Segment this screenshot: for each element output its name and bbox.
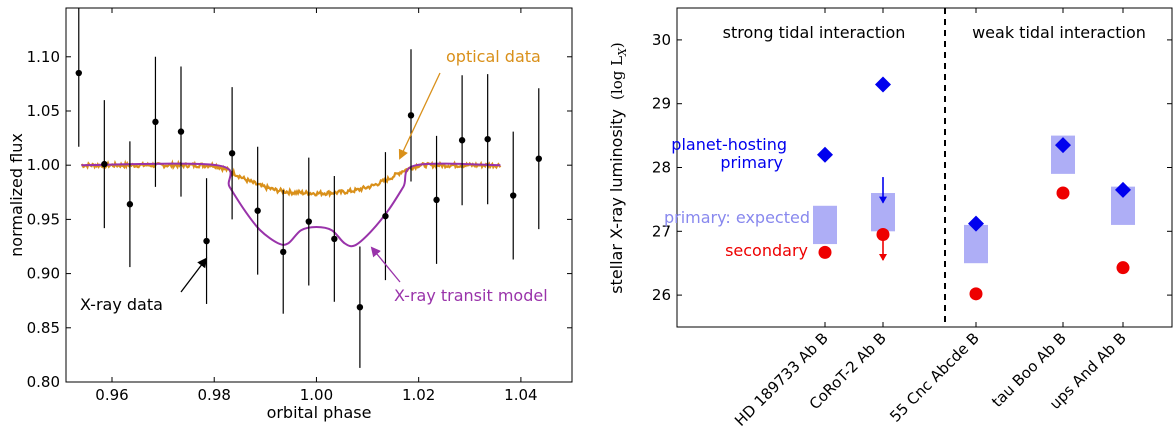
expected-range-box <box>813 206 837 244</box>
optical-data-arrow <box>400 73 440 158</box>
xray-data-point <box>510 192 516 198</box>
xray-data-point <box>382 213 388 219</box>
upper-limit-arrow-head <box>879 254 887 261</box>
xray-data-annotation: X-ray data <box>80 295 163 314</box>
right-y-tick-label: 26 <box>652 286 671 304</box>
legend-primary-line1: planet-hosting <box>671 135 787 154</box>
left-x-tick-label: 1.04 <box>504 386 537 404</box>
secondary-luminosity-point <box>877 228 890 241</box>
right-data-layer <box>813 77 1135 301</box>
right-y-axis-title-text: stellar X-ray luminosity <box>607 109 626 294</box>
left-x-tick-label: 0.96 <box>95 386 128 404</box>
xray-data-point <box>76 70 82 76</box>
weak-tidal-label: weak tidal interaction <box>972 23 1146 42</box>
legend-secondary: secondary <box>725 241 808 260</box>
legend-expected: primary: expected <box>664 208 810 227</box>
xray-data-point <box>254 208 260 214</box>
xray-data-point <box>127 201 133 207</box>
right-y-tick-label: 28 <box>652 159 671 177</box>
left-y-tick-label: 1.05 <box>27 102 60 120</box>
right-y-tick-label: 30 <box>652 31 671 49</box>
secondary-luminosity-point <box>819 246 832 259</box>
xray-data-point <box>408 112 414 118</box>
xray-data-point <box>152 119 158 125</box>
left-y-tick-label: 0.80 <box>27 373 60 391</box>
xray-data-point <box>536 155 542 161</box>
left-axis-ticks: 0.96 0.98 1.00 1.02 1.04 0.80 0.85 0.90 0.95 1.00… <box>27 8 572 404</box>
xray-data-point <box>484 136 490 142</box>
xray-data-point <box>459 137 465 143</box>
xray-data-point <box>357 304 363 310</box>
xray-data-point <box>229 150 235 156</box>
right-y-axis-math-close: ) <box>608 42 626 48</box>
left-y-tick-label: 0.85 <box>27 319 60 337</box>
right-y-tick-label: 29 <box>652 95 671 113</box>
right-panel: strong tidal interaction weak tidal inte… <box>607 8 1172 426</box>
right-y-axis-math: (log L <box>608 56 626 100</box>
optical-data-annotation: optical data <box>446 47 541 66</box>
primary-luminosity-diamond <box>817 147 833 163</box>
left-x-tick-label: 1.00 <box>300 386 333 404</box>
strong-tidal-label: strong tidal interaction <box>723 23 906 42</box>
primary-luminosity-diamond <box>875 77 891 93</box>
category-label: 55 Cnc Abcde B <box>886 329 983 426</box>
left-y-tick-label: 0.95 <box>27 210 60 228</box>
xray-data-point <box>101 161 107 167</box>
left-panel: 0.96 0.98 1.00 1.02 1.04 0.80 0.85 0.90 0.95 1.00… <box>7 8 572 422</box>
legend-primary-line2: primary <box>720 153 783 172</box>
secondary-luminosity-point <box>1117 261 1130 274</box>
xray-data-arrow <box>181 259 206 292</box>
xray-model-annotation: X-ray transit model <box>394 286 548 305</box>
optical-data-line <box>81 163 500 195</box>
secondary-luminosity-point <box>970 287 983 300</box>
xray-data-point <box>178 128 184 134</box>
xray-data-point <box>306 218 312 224</box>
xray-data-point <box>331 236 337 242</box>
left-y-tick-label: 0.90 <box>27 265 60 283</box>
left-y-tick-label: 1.00 <box>27 156 60 174</box>
secondary-luminosity-point <box>1057 187 1070 200</box>
xray-transit-model-line <box>81 164 500 247</box>
left-y-axis-title: normalized flux <box>7 133 26 257</box>
right-y-axis-title: stellar X-ray luminosity (log LX) <box>607 42 629 294</box>
xray-data-point <box>203 238 209 244</box>
xray-data-point <box>433 197 439 203</box>
left-x-axis-title: orbital phase <box>267 403 372 422</box>
xray-data-point <box>280 249 286 255</box>
left-y-tick-label: 1.10 <box>27 48 60 66</box>
left-x-tick-label: 1.02 <box>402 386 435 404</box>
left-x-tick-label: 0.98 <box>198 386 231 404</box>
